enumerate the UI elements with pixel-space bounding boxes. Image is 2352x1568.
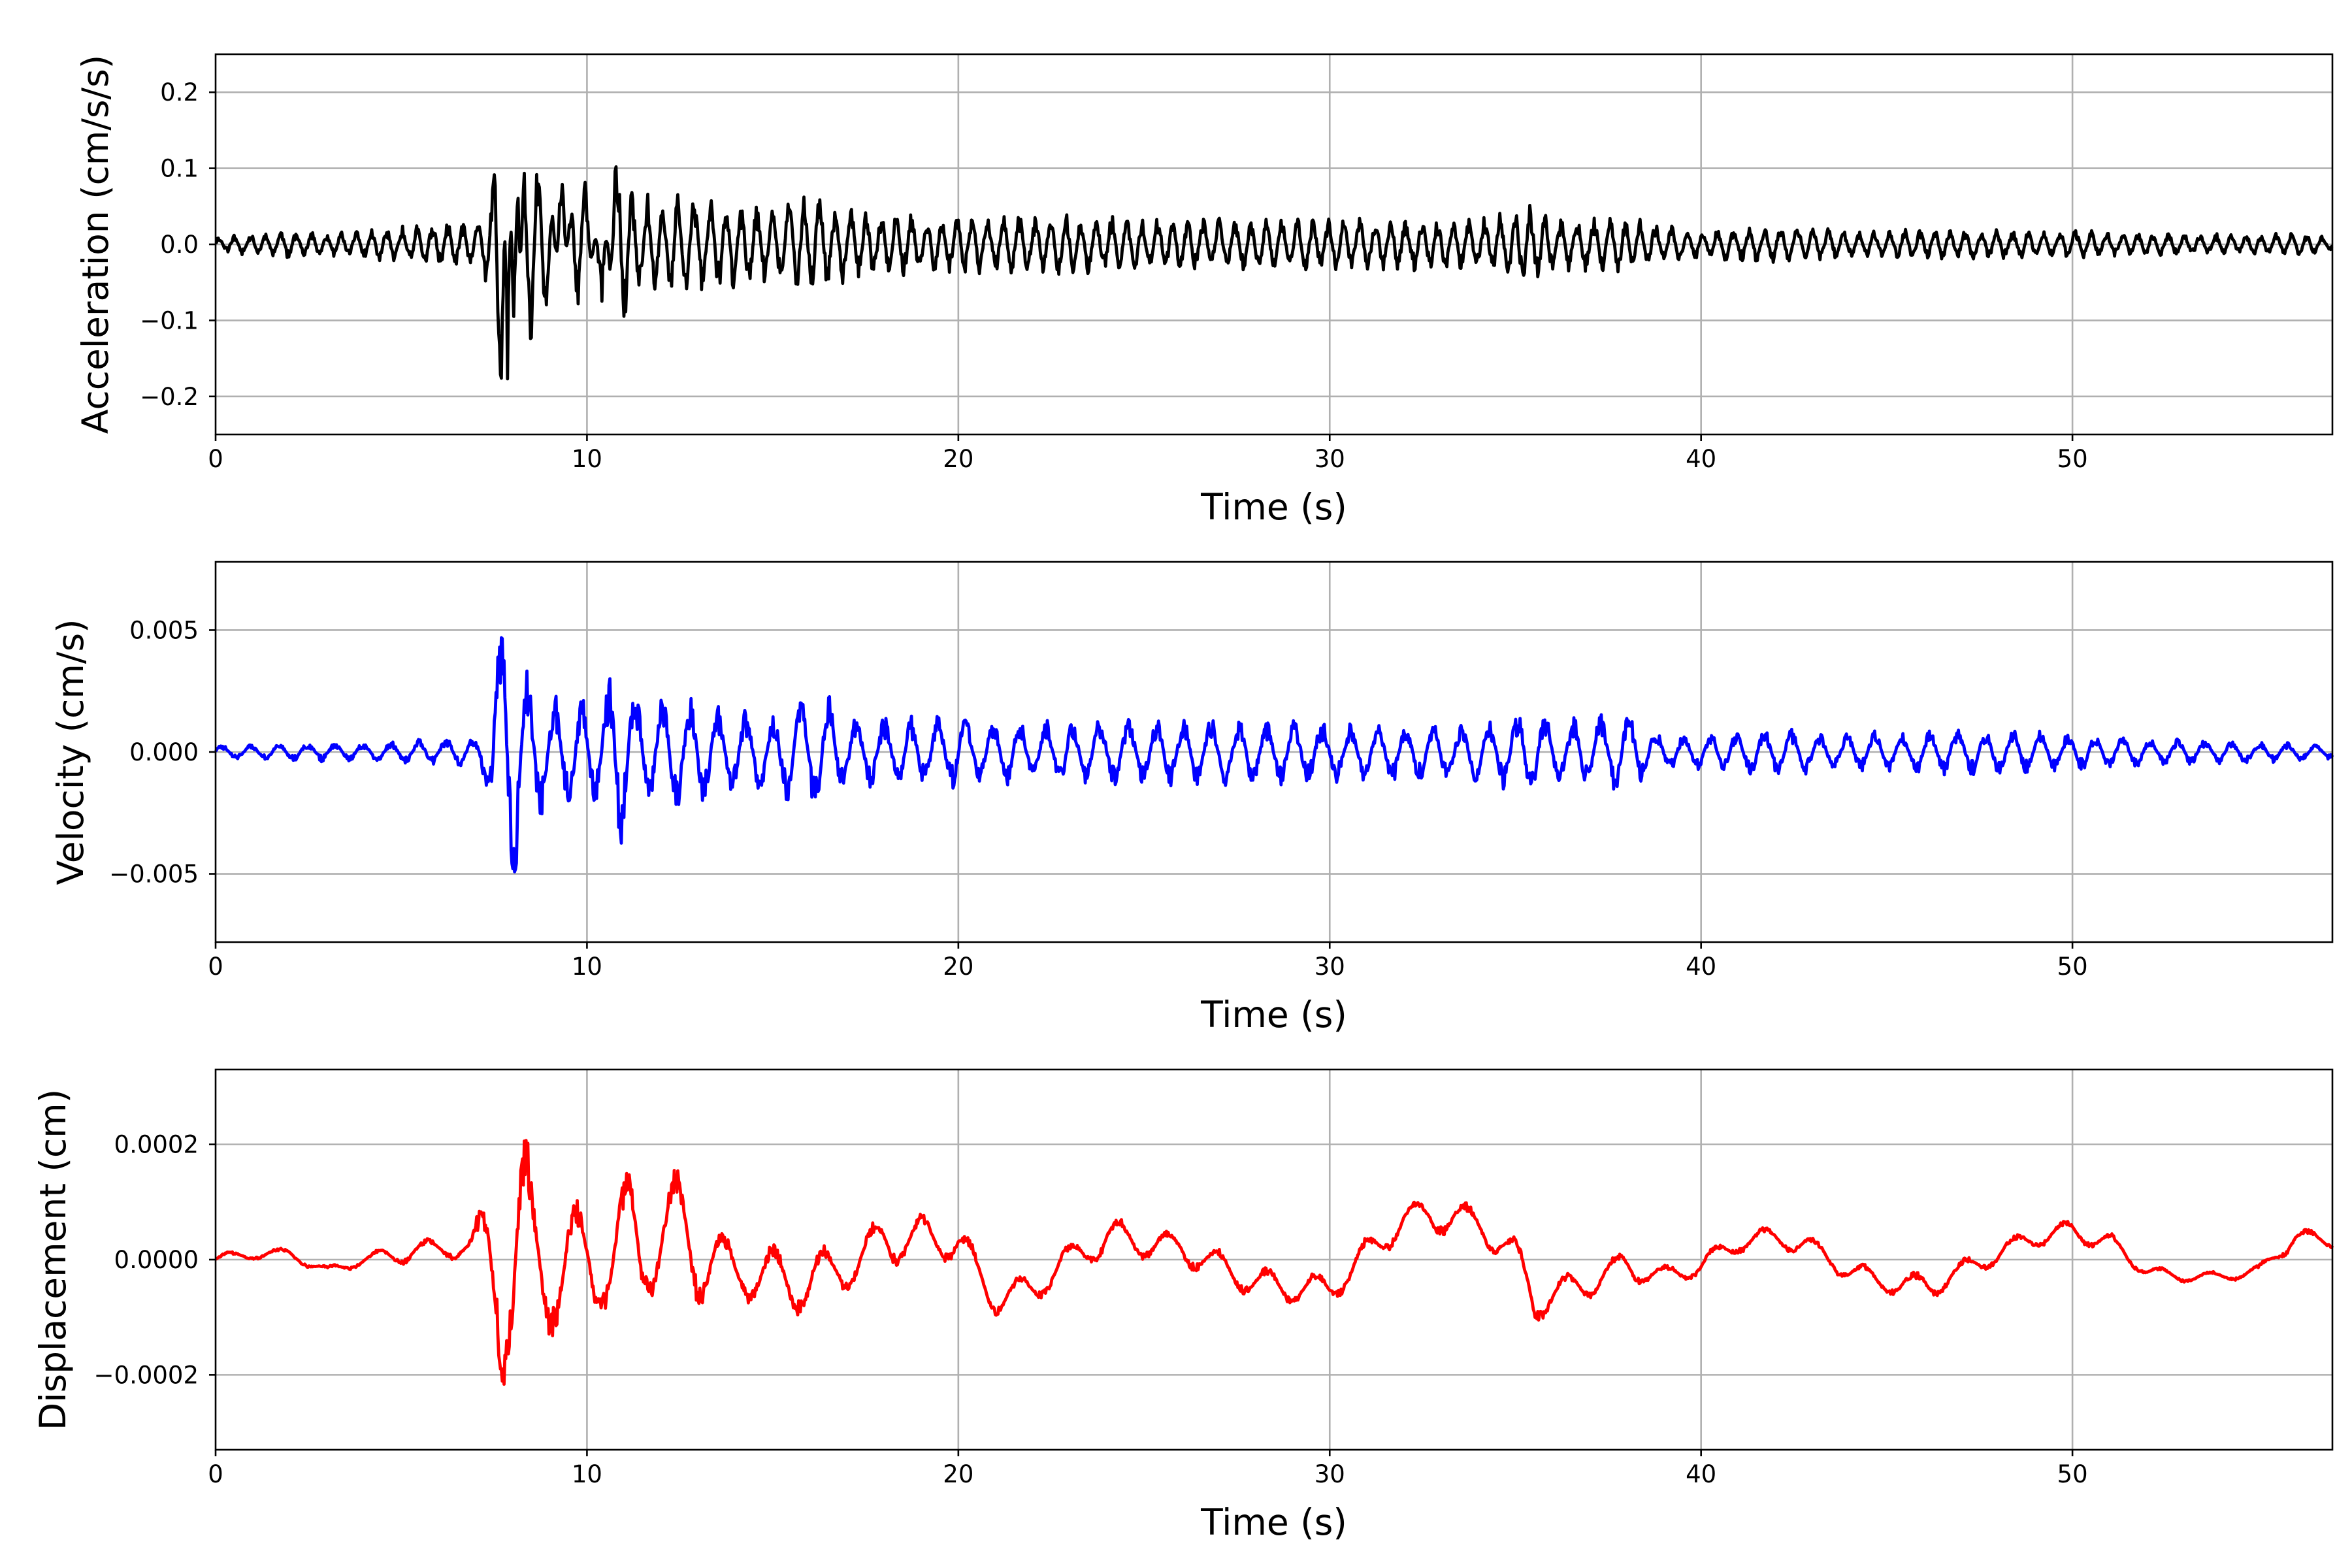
acceleration-x-tick-label: 40 xyxy=(1686,445,1716,473)
velocity-y-axis-label: Velocity (cm/s) xyxy=(50,619,91,885)
acceleration-y-tick-label: −0.1 xyxy=(140,306,199,335)
acceleration-y-tick-label: 0.0 xyxy=(160,231,199,259)
acceleration-x-tick-label: 10 xyxy=(572,445,602,473)
acceleration-y-tick-label: −0.2 xyxy=(140,383,199,411)
acceleration-x-tick-label: 30 xyxy=(1315,445,1345,473)
acceleration-y-axis-label: Acceleration (cm/s/s) xyxy=(74,55,116,434)
acceleration-x-tick-label: 50 xyxy=(2057,445,2088,473)
displacement-x-axis-label: Time (s) xyxy=(1200,1501,1347,1543)
acceleration-x-axis-label: Time (s) xyxy=(1200,486,1347,528)
acceleration-trace xyxy=(214,165,2334,381)
velocity-x-axis-label: Time (s) xyxy=(1200,994,1347,1036)
velocity-x-tick-label: 0 xyxy=(208,953,223,981)
displacement-x-tick-label: 0 xyxy=(208,1460,223,1488)
displacement-y-axis-label: Displacement (cm) xyxy=(32,1089,74,1430)
displacement-x-tick-label: 50 xyxy=(2057,1460,2088,1488)
acceleration-y-tick-label: 0.2 xyxy=(160,78,199,106)
displacement-x-tick-label: 30 xyxy=(1315,1460,1345,1488)
displacement-y-tick-label: 0.0002 xyxy=(114,1131,199,1159)
velocity-y-tick-label: 0.000 xyxy=(129,738,199,766)
velocity-y-tick-label: 0.005 xyxy=(129,616,199,644)
velocity-x-tick-label: 50 xyxy=(2057,953,2088,981)
acceleration-x-tick-label: 20 xyxy=(943,445,973,473)
displacement-trace xyxy=(215,1139,2334,1386)
velocity-x-tick-label: 30 xyxy=(1315,953,1345,981)
velocity-panel: 0 10 20 30 40 50 0.005 0.000 −0.005 Time (s) Vel… xyxy=(50,561,2334,1036)
acceleration-y-tick-label: 0.1 xyxy=(160,155,199,183)
displacement-y-tick-label: −0.0002 xyxy=(94,1361,199,1389)
acceleration-x-tick-label: 0 xyxy=(208,445,223,473)
velocity-x-tick-label: 40 xyxy=(1686,953,1716,981)
displacement-x-tick-label: 40 xyxy=(1686,1460,1716,1488)
displacement-y-tick-label: 0.0000 xyxy=(114,1246,199,1274)
velocity-x-tick-label: 20 xyxy=(943,953,973,981)
displacement-x-tick-label: 20 xyxy=(943,1460,973,1488)
velocity-trace xyxy=(214,636,2334,874)
velocity-y-tick-label: −0.005 xyxy=(109,860,199,889)
displacement-x-tick-label: 10 xyxy=(572,1460,602,1488)
acceleration-panel: 0 10 20 30 40 50 0.2 0.1 0.0 −0.1 −0.2 Time (s) Ac… xyxy=(74,53,2334,528)
velocity-x-tick-label: 10 xyxy=(572,953,602,981)
